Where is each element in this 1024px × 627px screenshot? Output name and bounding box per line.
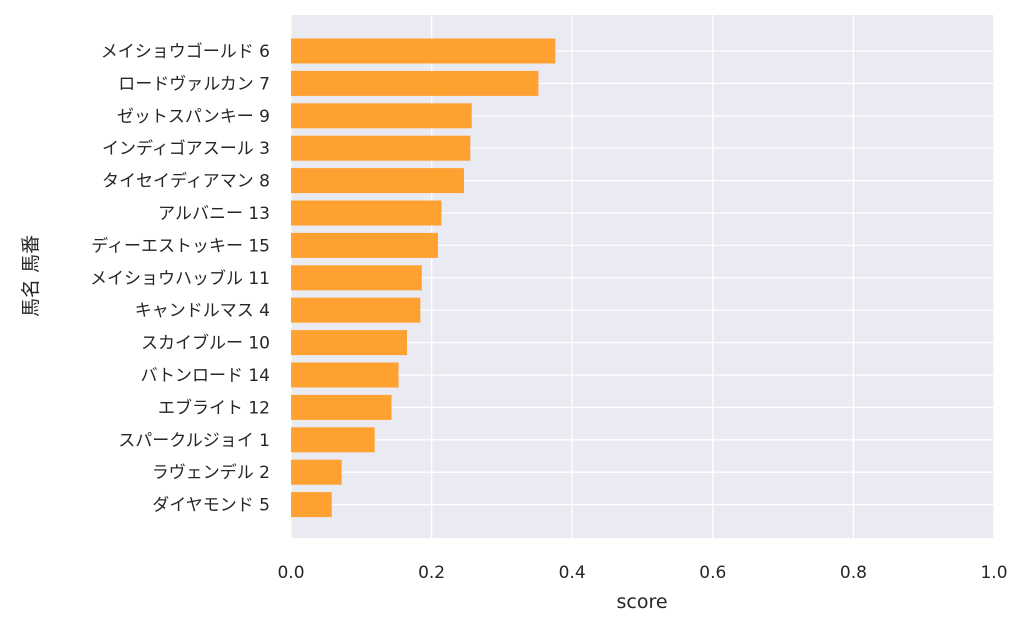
y-tick-label: メイショウゴールド 6 — [101, 41, 270, 62]
x-tick-label: 0.6 — [699, 563, 726, 583]
bars — [291, 38, 556, 518]
y-tick-label: ダイヤモンド 5 — [152, 496, 270, 516]
bar — [291, 70, 539, 96]
y-tick-label: アルバニー 13 — [158, 204, 270, 224]
bar — [291, 103, 472, 129]
y-tick-label: タイセイディアマン 8 — [102, 171, 270, 192]
bar — [291, 200, 442, 226]
bar — [291, 362, 399, 388]
x-tick-label: 0.2 — [418, 563, 445, 583]
y-tick-label: ラヴェンデル 2 — [152, 462, 270, 483]
y-tick-label: バトンロード 14 — [140, 366, 270, 386]
y-tick-label: スカイブルー 10 — [141, 333, 270, 354]
y-tick-label: スパークルジョイ 1 — [118, 431, 270, 451]
bar — [291, 265, 422, 291]
y-tick-label: ロードヴァルカン 7 — [118, 74, 270, 94]
bar — [291, 38, 556, 64]
bar — [291, 459, 342, 485]
bar — [291, 135, 471, 161]
x-tick-labels: 0.0 0.2 0.4 0.6 0.8 1.0 — [277, 563, 1007, 583]
y-tick-label: キャンドルマス 4 — [135, 301, 270, 321]
bar — [291, 427, 375, 453]
y-tick-label: ディーエストッキー 15 — [91, 235, 270, 256]
x-tick-label: 1.0 — [980, 563, 1007, 583]
y-tick-label: ゼットスパンキー 9 — [117, 107, 270, 127]
bar — [291, 330, 407, 356]
bar — [291, 297, 421, 323]
y-tick-label: エブライト 12 — [158, 397, 270, 418]
y-tick-labels: メイショウゴールド 6 ロードヴァルカン 7 ゼットスパンキー 9 インディゴアスール… — [90, 41, 270, 516]
y-tick-label: メイショウハッブル 11 — [90, 268, 270, 289]
bar — [291, 492, 332, 518]
x-tick-label: 0.8 — [840, 563, 867, 583]
x-tick-label: 0.4 — [559, 563, 586, 583]
bar — [291, 168, 464, 194]
bar — [291, 394, 392, 420]
y-tick-label: インディゴアスール 3 — [102, 138, 270, 159]
x-tick-label: 0.0 — [277, 563, 304, 583]
y-axis-label: 馬名 馬番 — [20, 235, 42, 317]
x-axis-label: score — [616, 591, 667, 613]
bar — [291, 232, 438, 258]
